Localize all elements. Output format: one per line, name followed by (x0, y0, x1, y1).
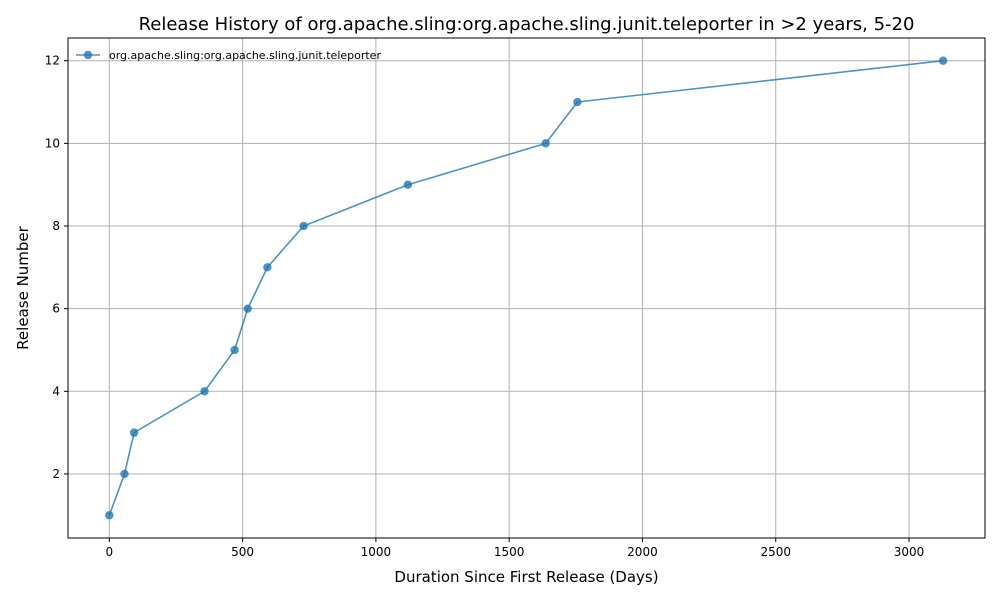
y-tick-label: 12 (45, 54, 60, 68)
y-tick-label: 10 (45, 136, 60, 150)
y-tick-label: 4 (52, 384, 60, 398)
x-tick-label: 1000 (361, 545, 392, 559)
data-point (541, 139, 550, 148)
data-point (129, 428, 139, 437)
data-point (403, 180, 413, 189)
legend: org.apache.sling:org.apache.sling.junit.… (76, 49, 381, 62)
data-point (200, 387, 209, 396)
data-point (120, 469, 129, 479)
y-axis-label: Release Number (14, 225, 32, 349)
data-point (938, 56, 948, 65)
series-line (108, 59, 944, 516)
plot-frame (67, 37, 986, 539)
grid (68, 38, 985, 538)
data-point (243, 304, 252, 313)
x-tick-label: 2500 (760, 545, 791, 559)
y-tick-label: 2 (52, 467, 60, 481)
x-axis-label: Duration Since First Release (Days) (394, 568, 658, 586)
legend-entry: org.apache.sling:org.apache.sling.junit.… (109, 49, 381, 62)
x-tick-label: 1500 (494, 545, 525, 559)
data-point (573, 97, 582, 107)
data-point (299, 221, 308, 231)
ticks: 0 500 1000 1500 2000 2500 3000 2 4 6 8 10 12 (45, 54, 925, 559)
data-point (263, 263, 272, 272)
y-tick-label: 6 (52, 302, 60, 316)
legend-dot-marker (83, 50, 93, 60)
data-point (230, 345, 239, 355)
x-tick-label: 3000 (894, 545, 925, 559)
y-tick-label: 8 (52, 219, 60, 233)
x-tick-label: 2000 (627, 545, 658, 559)
x-tick-label: 0 (105, 545, 113, 559)
chart-title: Release History of org.apache.sling:org.… (139, 14, 915, 35)
data-point (105, 511, 114, 520)
series-layer (105, 56, 948, 520)
x-tick-label: 500 (231, 545, 254, 559)
